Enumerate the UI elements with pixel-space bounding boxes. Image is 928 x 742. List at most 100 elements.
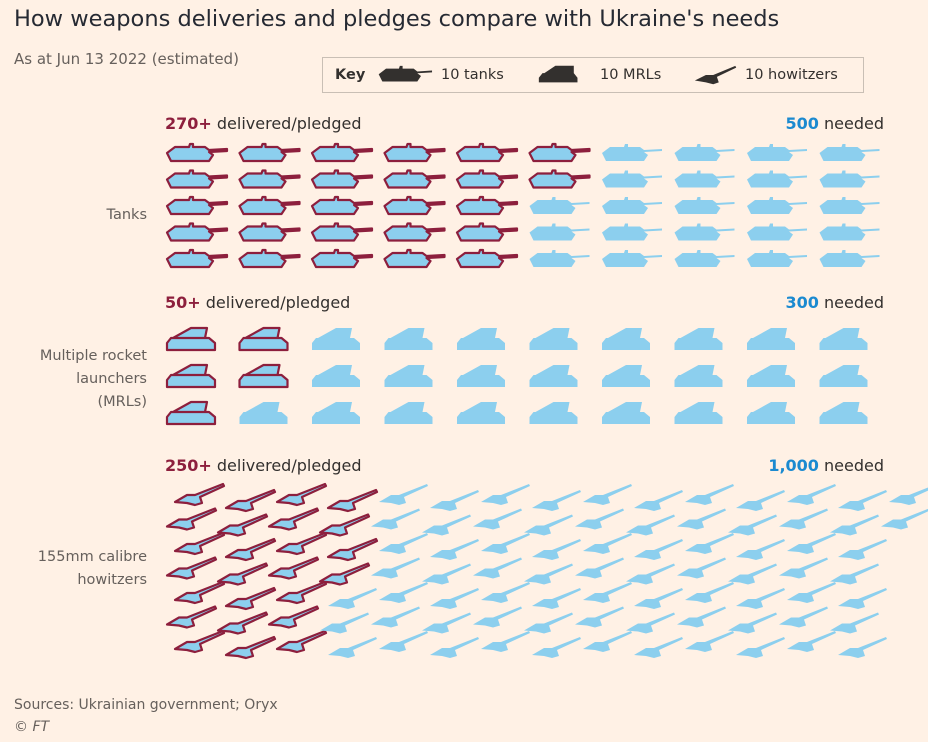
- mrl-icon-needed: [457, 365, 505, 387]
- mrl-icon-needed: [602, 328, 650, 350]
- howitzer-icon-delivered: [224, 488, 277, 513]
- howitzer-icon-needed: [532, 539, 581, 560]
- tank-icon-delivered: [238, 169, 301, 189]
- howitzer-icon-needed: [430, 539, 479, 560]
- tank-icon-needed: [819, 144, 880, 161]
- howitzer-icon-needed: [830, 563, 879, 585]
- howitzer-icon-needed: [677, 557, 726, 579]
- mrl-icon-needed: [747, 365, 795, 387]
- tank-icon-delivered: [455, 169, 519, 189]
- howitzer-icon-needed: [575, 606, 624, 628]
- mrl-icon-delivered: [238, 326, 289, 352]
- howitzer-icon-delivered: [216, 611, 269, 635]
- tank-icon-needed: [747, 250, 807, 267]
- tank-icon-needed: [819, 250, 880, 267]
- howitzer-icon-needed: [583, 484, 632, 505]
- howitzer-icon-needed: [728, 612, 777, 634]
- legend-tank-icon: [378, 65, 433, 82]
- mrl-icon-needed: [819, 402, 868, 424]
- mrl-icon-needed: [602, 365, 650, 387]
- howitzer-icon-needed: [481, 582, 530, 603]
- howitzer-icon-needed: [830, 514, 879, 536]
- mrl-icon-needed: [384, 402, 433, 424]
- howitzer-icon-needed: [473, 557, 522, 579]
- howitzer-icon-needed: [685, 484, 734, 505]
- mrls-row-label: Multiple rocket launchers (MRLs): [40, 345, 147, 414]
- mrls-needed-text: needed: [818, 293, 884, 312]
- howitzer-icon-needed: [634, 490, 683, 511]
- mrls-needed-value: 300: [785, 293, 819, 312]
- howitzer-icon-needed: [685, 582, 734, 603]
- howitzer-icon-needed: [736, 588, 785, 609]
- mrl-icon-needed: [819, 365, 868, 387]
- howitzer-icon-needed: [787, 533, 836, 554]
- howitzer-icon-needed: [685, 533, 734, 554]
- mrl-icon-needed: [457, 328, 505, 350]
- howitzer-icon-needed: [889, 487, 928, 505]
- mrl-icon-needed: [384, 328, 433, 350]
- tank-icon-needed: [747, 223, 807, 241]
- howitzers-needed-value: 1,000: [768, 456, 819, 475]
- tank-icon-delivered: [165, 142, 229, 163]
- tank-icon-delivered: [238, 222, 301, 242]
- howitzer-icon-delivered: [275, 531, 328, 556]
- howitzer-icon-needed: [838, 588, 887, 609]
- tank-icon-delivered: [238, 195, 301, 216]
- howitzer-icon-needed: [728, 514, 777, 536]
- howitzer-icon-needed: [881, 508, 928, 530]
- tank-icon-delivered: [383, 248, 446, 269]
- mrl-icon-needed: [747, 402, 795, 424]
- tank-icon-needed: [674, 170, 735, 188]
- howitzer-icon-needed: [328, 588, 377, 609]
- howitzer-icon-delivered: [173, 580, 226, 605]
- tank-icon-delivered: [310, 142, 374, 163]
- howitzer-icon-delivered: [216, 562, 269, 586]
- tank-icon-delivered: [383, 169, 446, 189]
- mrl-icon-needed: [674, 402, 723, 424]
- howitzer-icon-needed: [728, 563, 777, 585]
- howitzer-icon-needed: [524, 563, 573, 585]
- legend-icons: [378, 65, 737, 85]
- howitzers-needed-header: 1,000 needed: [768, 456, 884, 475]
- tanks-row-label: Tanks: [106, 207, 147, 223]
- tank-icon-delivered: [310, 195, 374, 216]
- howitzer-icon-needed: [583, 533, 632, 554]
- tank-icon-needed: [674, 250, 735, 267]
- legend-howitzers-label: 10 howitzers: [745, 67, 838, 83]
- howitzer-icon-needed: [379, 533, 428, 554]
- howitzer-icon-delivered: [318, 513, 371, 537]
- howitzer-icon-needed: [779, 606, 828, 628]
- howitzer-icon-needed: [320, 612, 369, 634]
- howitzer-icon-needed: [626, 612, 675, 634]
- mrl-icon-needed: [529, 402, 578, 424]
- howitzer-icon-needed: [481, 533, 530, 554]
- tanks-delivered-text: delivered/pledged: [211, 114, 362, 133]
- howitzer-icon-needed: [430, 490, 479, 511]
- howitzer-icon-needed: [371, 508, 420, 530]
- howitzer-icon-delivered: [275, 580, 328, 605]
- howitzer-icon-needed: [787, 484, 836, 505]
- howitzer-icon-needed: [481, 484, 530, 505]
- howitzers-needed-text: needed: [818, 456, 884, 475]
- tanks-needed-header: 500 needed: [786, 114, 884, 133]
- mrl-icon-needed: [312, 402, 360, 424]
- howitzer-icon-needed: [430, 588, 479, 609]
- howitzer-icon-delivered: [216, 513, 269, 537]
- legend: Key 10 tanks 10 MRLs 10 howitzers: [322, 57, 864, 93]
- mrls-delivered-value: 50+: [165, 293, 201, 312]
- tank-icon-delivered: [165, 169, 229, 189]
- tank-icon-needed: [747, 170, 807, 188]
- tank-icon-needed: [602, 223, 662, 241]
- tank-icon-delivered: [165, 222, 229, 242]
- howitzer-icon-needed: [473, 508, 522, 530]
- mrls-needed-header: 300 needed: [786, 293, 884, 312]
- howitzers-row-label-line: 155mm calibre: [37, 549, 147, 565]
- howitzer-icon-needed: [838, 637, 887, 658]
- howitzer-icon-needed: [634, 637, 683, 658]
- howitzer-icon-delivered: [275, 482, 328, 507]
- chart-title: How weapons deliveries and pledges compa…: [14, 6, 780, 32]
- howitzers-row-label-line: howitzers: [77, 572, 147, 588]
- howitzer-icon-delivered: [326, 488, 379, 513]
- copyright: © FT: [14, 719, 50, 735]
- howitzer-icon-delivered: [224, 586, 277, 611]
